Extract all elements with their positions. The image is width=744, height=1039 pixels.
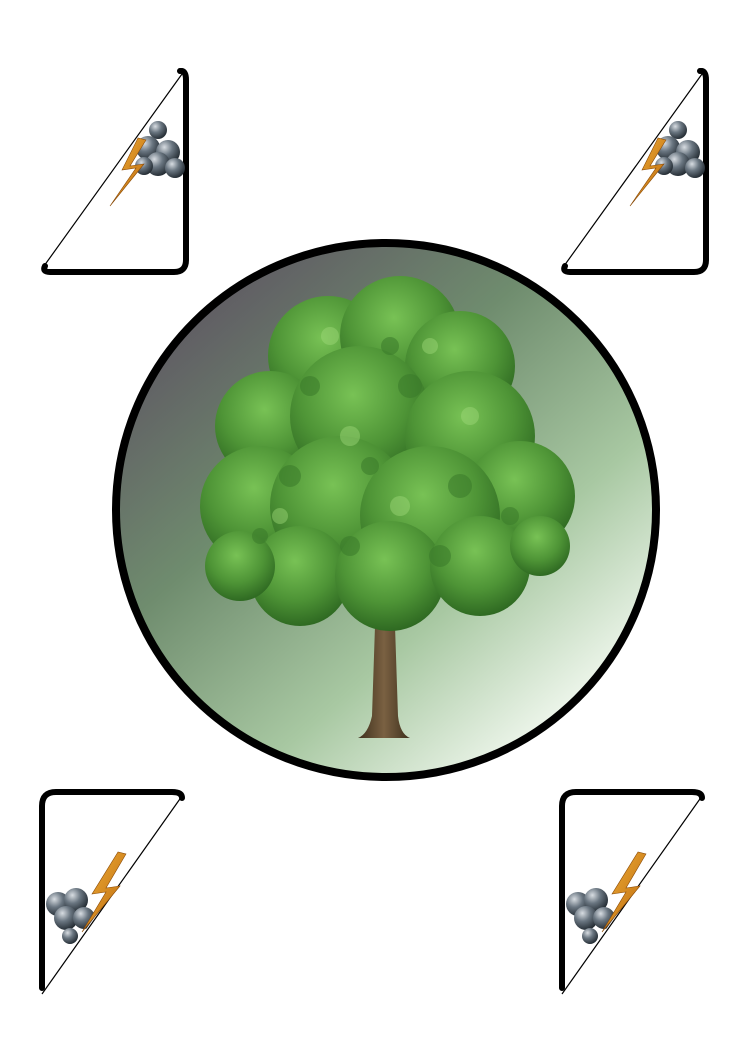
tree-medallion [110, 236, 662, 784]
corner-storm-tile-bottom-left [36, 788, 186, 998]
storm-cloud-lightning-icon [556, 788, 706, 998]
storm-cloud-lightning-icon [36, 788, 186, 998]
corner-storm-tile-bottom-right [556, 788, 706, 998]
tree-icon [200, 276, 575, 738]
tree-medallion-graphic [112, 239, 660, 781]
